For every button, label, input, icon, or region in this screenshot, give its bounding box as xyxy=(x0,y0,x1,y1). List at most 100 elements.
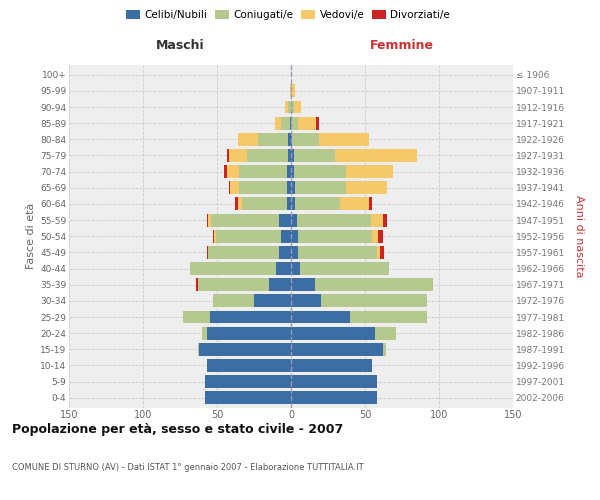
Bar xyxy=(281,230,291,242)
Bar xyxy=(316,116,319,130)
Bar xyxy=(291,214,297,226)
Bar xyxy=(295,198,340,210)
Bar xyxy=(291,375,377,388)
Bar xyxy=(291,182,295,194)
Bar xyxy=(229,149,247,162)
Bar xyxy=(281,116,290,130)
Y-axis label: Anni di nascita: Anni di nascita xyxy=(574,195,584,278)
Bar xyxy=(254,294,291,308)
Bar xyxy=(291,100,294,114)
Bar xyxy=(298,246,377,259)
Bar xyxy=(373,230,379,242)
Bar xyxy=(276,262,291,275)
Bar xyxy=(242,198,287,210)
Text: COMUNE DI STURNO (AV) - Dati ISTAT 1° gennaio 2007 - Elaborazione TUTTITALIA.IT: COMUNE DI STURNO (AV) - Dati ISTAT 1° ge… xyxy=(12,462,364,471)
Bar xyxy=(294,149,335,162)
Bar xyxy=(383,343,386,356)
Bar xyxy=(340,198,370,210)
Bar xyxy=(288,100,291,114)
Bar xyxy=(383,214,387,226)
Bar xyxy=(288,149,291,162)
Bar xyxy=(291,294,320,308)
Bar xyxy=(239,182,287,194)
Bar xyxy=(239,165,287,178)
Bar xyxy=(205,392,291,404)
Bar xyxy=(288,133,291,146)
Bar xyxy=(290,116,291,130)
Bar xyxy=(208,246,279,259)
Bar xyxy=(238,198,242,210)
Bar xyxy=(247,149,288,162)
Legend: Celibi/Nubili, Coniugati/e, Vedovi/e, Divorziati/e: Celibi/Nubili, Coniugati/e, Vedovi/e, Di… xyxy=(124,8,452,22)
Bar xyxy=(214,230,215,242)
Bar xyxy=(208,214,211,226)
Bar xyxy=(291,326,376,340)
Bar xyxy=(376,326,396,340)
Bar xyxy=(227,165,239,178)
Bar xyxy=(291,165,294,178)
Bar xyxy=(215,230,281,242)
Text: Femmine: Femmine xyxy=(370,39,434,52)
Bar xyxy=(291,392,377,404)
Bar xyxy=(370,198,373,210)
Bar xyxy=(202,326,206,340)
Bar xyxy=(291,359,373,372)
Bar xyxy=(211,214,279,226)
Bar xyxy=(209,310,291,324)
Bar xyxy=(224,165,227,178)
Bar xyxy=(291,246,298,259)
Bar xyxy=(229,182,230,194)
Bar xyxy=(199,343,291,356)
Bar xyxy=(291,230,298,242)
Bar xyxy=(291,278,314,291)
Bar xyxy=(198,278,269,291)
Bar xyxy=(291,310,350,324)
Bar xyxy=(291,84,292,98)
Bar xyxy=(292,84,295,98)
Text: Maschi: Maschi xyxy=(155,39,205,52)
Bar xyxy=(290,84,291,98)
Bar xyxy=(287,165,291,178)
Bar xyxy=(379,230,383,242)
Bar xyxy=(314,278,433,291)
Bar xyxy=(198,343,199,356)
Bar xyxy=(346,182,387,194)
Bar xyxy=(291,198,295,210)
Bar xyxy=(190,262,276,275)
Bar xyxy=(350,310,427,324)
Bar xyxy=(227,149,229,162)
Bar xyxy=(275,116,281,130)
Bar xyxy=(297,214,371,226)
Bar xyxy=(320,294,427,308)
Bar xyxy=(300,262,389,275)
Text: Popolazione per età, sesso e stato civile - 2007: Popolazione per età, sesso e stato civil… xyxy=(12,422,343,436)
Bar xyxy=(319,133,370,146)
Bar xyxy=(371,214,383,226)
Bar xyxy=(205,375,291,388)
Bar xyxy=(287,198,291,210)
Bar xyxy=(295,182,346,194)
Bar xyxy=(291,149,294,162)
Bar xyxy=(377,246,380,259)
Bar xyxy=(206,359,291,372)
Bar xyxy=(279,214,291,226)
Bar xyxy=(298,116,316,130)
Bar xyxy=(238,133,259,146)
Bar xyxy=(206,326,291,340)
Bar xyxy=(335,149,417,162)
Bar xyxy=(291,343,383,356)
Bar xyxy=(235,198,238,210)
Bar xyxy=(292,133,319,146)
Bar xyxy=(206,214,208,226)
Bar xyxy=(230,182,239,194)
Bar xyxy=(212,294,254,308)
Bar xyxy=(269,278,291,291)
Bar xyxy=(294,100,301,114)
Bar xyxy=(287,182,291,194)
Bar xyxy=(380,246,384,259)
Bar xyxy=(206,246,208,259)
Bar xyxy=(196,278,198,291)
Bar xyxy=(298,230,373,242)
Bar xyxy=(291,116,298,130)
Bar xyxy=(294,165,346,178)
